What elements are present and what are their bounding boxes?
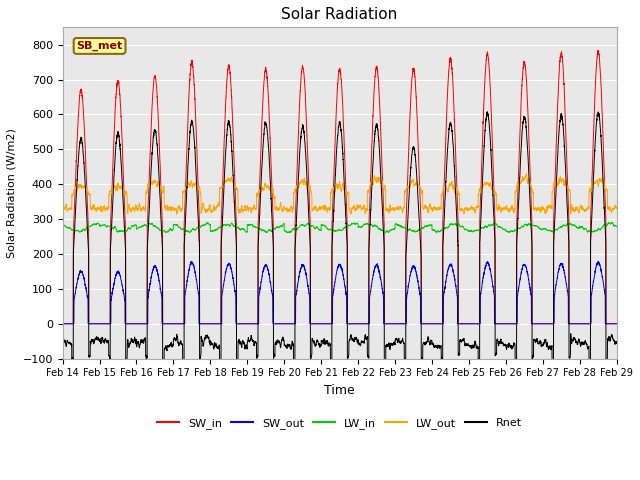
SW_out <box>59 321 67 327</box>
LW_in <box>612 224 620 229</box>
LW_out <box>464 206 472 212</box>
SW_out <box>433 321 441 327</box>
Line: SW_in: SW_in <box>63 51 616 324</box>
SW_in <box>464 321 472 327</box>
SW_in <box>594 48 602 54</box>
LW_out <box>523 171 531 177</box>
SW_in <box>158 216 166 222</box>
Rnet <box>433 345 441 350</box>
X-axis label: Time: Time <box>324 384 355 397</box>
LW_out <box>433 205 441 211</box>
SW_out <box>158 321 166 327</box>
SW_out <box>612 321 620 327</box>
LW_out <box>158 189 166 195</box>
SW_out <box>464 321 472 327</box>
LW_in <box>612 223 620 229</box>
SW_in <box>495 321 503 327</box>
SW_in <box>319 321 326 327</box>
LW_in <box>608 219 616 225</box>
LW_in <box>59 222 67 228</box>
LW_in <box>158 227 166 232</box>
LW_in <box>319 222 326 228</box>
Line: LW_in: LW_in <box>63 222 616 233</box>
SW_in <box>433 321 441 327</box>
LW_in <box>381 230 389 236</box>
Line: SW_out: SW_out <box>63 262 616 324</box>
LW_out <box>173 211 180 217</box>
Line: LW_out: LW_out <box>63 174 616 214</box>
LW_in <box>495 224 503 230</box>
Text: SB_met: SB_met <box>76 41 123 51</box>
Legend: SW_in, SW_out, LW_in, LW_out, Rnet: SW_in, SW_out, LW_in, LW_out, Rnet <box>152 414 527 434</box>
Line: Rnet: Rnet <box>63 112 616 371</box>
SW_out <box>319 321 327 327</box>
Rnet <box>59 337 67 343</box>
SW_out <box>612 321 620 327</box>
LW_in <box>433 229 441 235</box>
SW_in <box>59 321 67 327</box>
Rnet <box>319 339 326 345</box>
SW_out <box>188 259 196 264</box>
LW_out <box>319 203 327 209</box>
Title: Solar Radiation: Solar Radiation <box>282 7 397 22</box>
SW_out <box>495 321 503 327</box>
Y-axis label: Solar Radiation (W/m2): Solar Radiation (W/m2) <box>7 128 17 258</box>
Rnet <box>483 109 491 115</box>
Rnet <box>550 368 557 373</box>
Rnet <box>464 342 472 348</box>
SW_in <box>612 321 620 327</box>
LW_in <box>464 228 472 233</box>
LW_out <box>59 205 67 211</box>
Rnet <box>612 340 620 346</box>
LW_out <box>612 204 620 210</box>
Rnet <box>612 340 620 346</box>
SW_in <box>612 321 620 327</box>
LW_out <box>612 204 620 209</box>
LW_out <box>495 205 503 211</box>
Rnet <box>495 340 503 346</box>
Rnet <box>158 240 166 245</box>
